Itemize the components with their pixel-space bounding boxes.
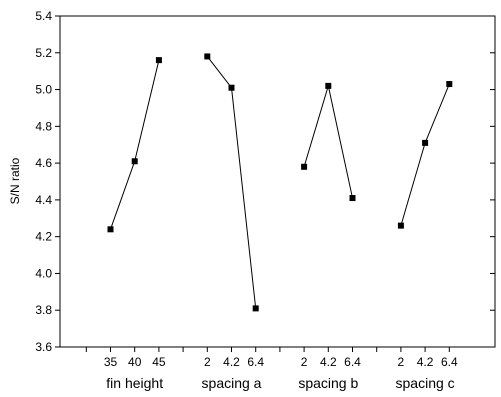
x-level-label: 2 — [301, 355, 308, 369]
y-axis-title: S/N ratio — [8, 157, 22, 204]
data-point-marker — [349, 195, 356, 202]
series-line — [400, 83, 450, 226]
series-group — [107, 53, 453, 312]
x-level-label: 4.2 — [417, 355, 434, 369]
data-point-marker — [228, 84, 235, 91]
data-point-marker — [107, 226, 114, 233]
x-level-label: 6.4 — [247, 355, 264, 369]
x-level-label: 40 — [128, 355, 142, 369]
data-point-marker — [397, 222, 404, 229]
y-tick-label: 4.4 — [35, 193, 52, 207]
x-axis-ticks — [85, 347, 450, 352]
y-tick-label: 5.4 — [35, 9, 52, 23]
y-tick-label: 4.0 — [35, 266, 52, 280]
y-axis-ticks: 3.6 3.8 4.0 4.2 4.4 4.6 4.8 5.0 5.2 5.4 — [35, 9, 495, 354]
x-level-label: 4.2 — [320, 355, 337, 369]
y-tick-label: 4.6 — [35, 156, 52, 170]
series-line — [303, 85, 353, 199]
x-axis-labels: 35 40 45 fin height 2 4.2 6.4 spacing a 2 4.2 6.4 s… — [104, 355, 458, 391]
y-tick-label: 3.6 — [35, 340, 52, 354]
factor-label: spacing a — [202, 375, 262, 391]
data-point-marker — [155, 57, 162, 64]
data-point-marker — [204, 53, 211, 60]
y-tick-label: 4.8 — [35, 119, 52, 133]
y-tick-label: 4.2 — [35, 230, 52, 244]
y-tick-label: 3.8 — [35, 303, 52, 317]
y-tick-label: 5.2 — [35, 46, 52, 60]
data-point-marker — [325, 82, 332, 89]
factor-label: fin height — [106, 375, 163, 391]
y-tick-label: 5.0 — [35, 83, 52, 97]
x-level-label: 35 — [104, 355, 118, 369]
data-point-marker — [301, 163, 308, 170]
factor-label: spacing c — [396, 375, 455, 391]
x-level-label: 2 — [204, 355, 211, 369]
data-point-marker — [252, 305, 259, 312]
x-level-label: 4.2 — [223, 355, 240, 369]
plot-frame — [59, 15, 496, 348]
x-level-label: 45 — [152, 355, 166, 369]
data-point-marker — [422, 139, 429, 146]
series-line — [110, 60, 160, 230]
x-level-label: 6.4 — [441, 355, 458, 369]
data-point-marker — [446, 81, 453, 88]
factor-label: spacing b — [298, 375, 358, 391]
data-point-marker — [131, 158, 138, 165]
x-level-label: 2 — [398, 355, 405, 369]
x-level-label: 6.4 — [344, 355, 361, 369]
series-line — [206, 56, 257, 309]
